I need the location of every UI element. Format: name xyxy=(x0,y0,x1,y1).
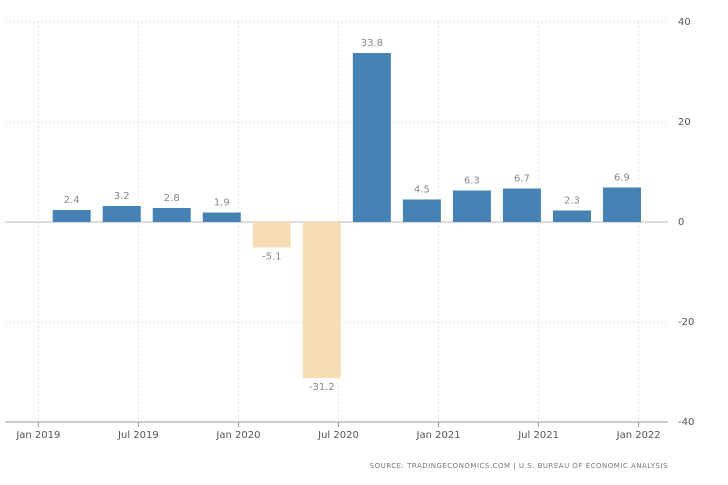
value-label: -31.2 xyxy=(309,382,335,393)
bar xyxy=(302,222,341,378)
bar xyxy=(552,210,591,222)
x-tick-label: Jul 2020 xyxy=(317,430,359,441)
bar xyxy=(602,187,641,222)
value-label: 3.2 xyxy=(114,191,130,202)
value-label: 2.3 xyxy=(564,196,580,207)
value-label: 6.9 xyxy=(614,173,630,184)
x-tick-label: Jan 2022 xyxy=(616,430,661,441)
y-tick-label: -40 xyxy=(678,417,694,428)
value-label: -5.1 xyxy=(262,252,282,263)
x-tick-label: Jan 2019 xyxy=(15,430,60,441)
bar xyxy=(402,199,441,222)
bar xyxy=(152,208,191,222)
bar xyxy=(252,222,291,248)
bar xyxy=(502,188,541,222)
x-tick-label: Jul 2019 xyxy=(117,430,159,441)
bar xyxy=(202,212,241,222)
y-tick-label: 20 xyxy=(678,117,691,128)
value-label: 6.7 xyxy=(514,174,530,185)
source: SOURCE: TRADINGECONOMICS.COM | U.S. BURE… xyxy=(370,462,668,470)
value-label: 2.4 xyxy=(64,195,80,206)
value-label: 1.9 xyxy=(214,198,230,209)
bar xyxy=(52,210,91,222)
y-tick-label: -20 xyxy=(678,317,694,328)
value-label: 4.5 xyxy=(414,185,430,196)
x-tick-label: Jan 2021 xyxy=(416,430,461,441)
x-tick-label: Jan 2020 xyxy=(215,430,260,441)
y-tick-label: 40 xyxy=(678,17,691,28)
bar xyxy=(352,53,391,222)
bar xyxy=(102,206,141,222)
value-label: 2.8 xyxy=(164,193,180,204)
bar xyxy=(452,190,491,222)
y-tick-label: 0 xyxy=(678,217,684,228)
value-label: 6.3 xyxy=(464,176,480,187)
x-tick-label: Jul 2021 xyxy=(517,430,559,441)
value-label: 33.8 xyxy=(361,38,383,49)
